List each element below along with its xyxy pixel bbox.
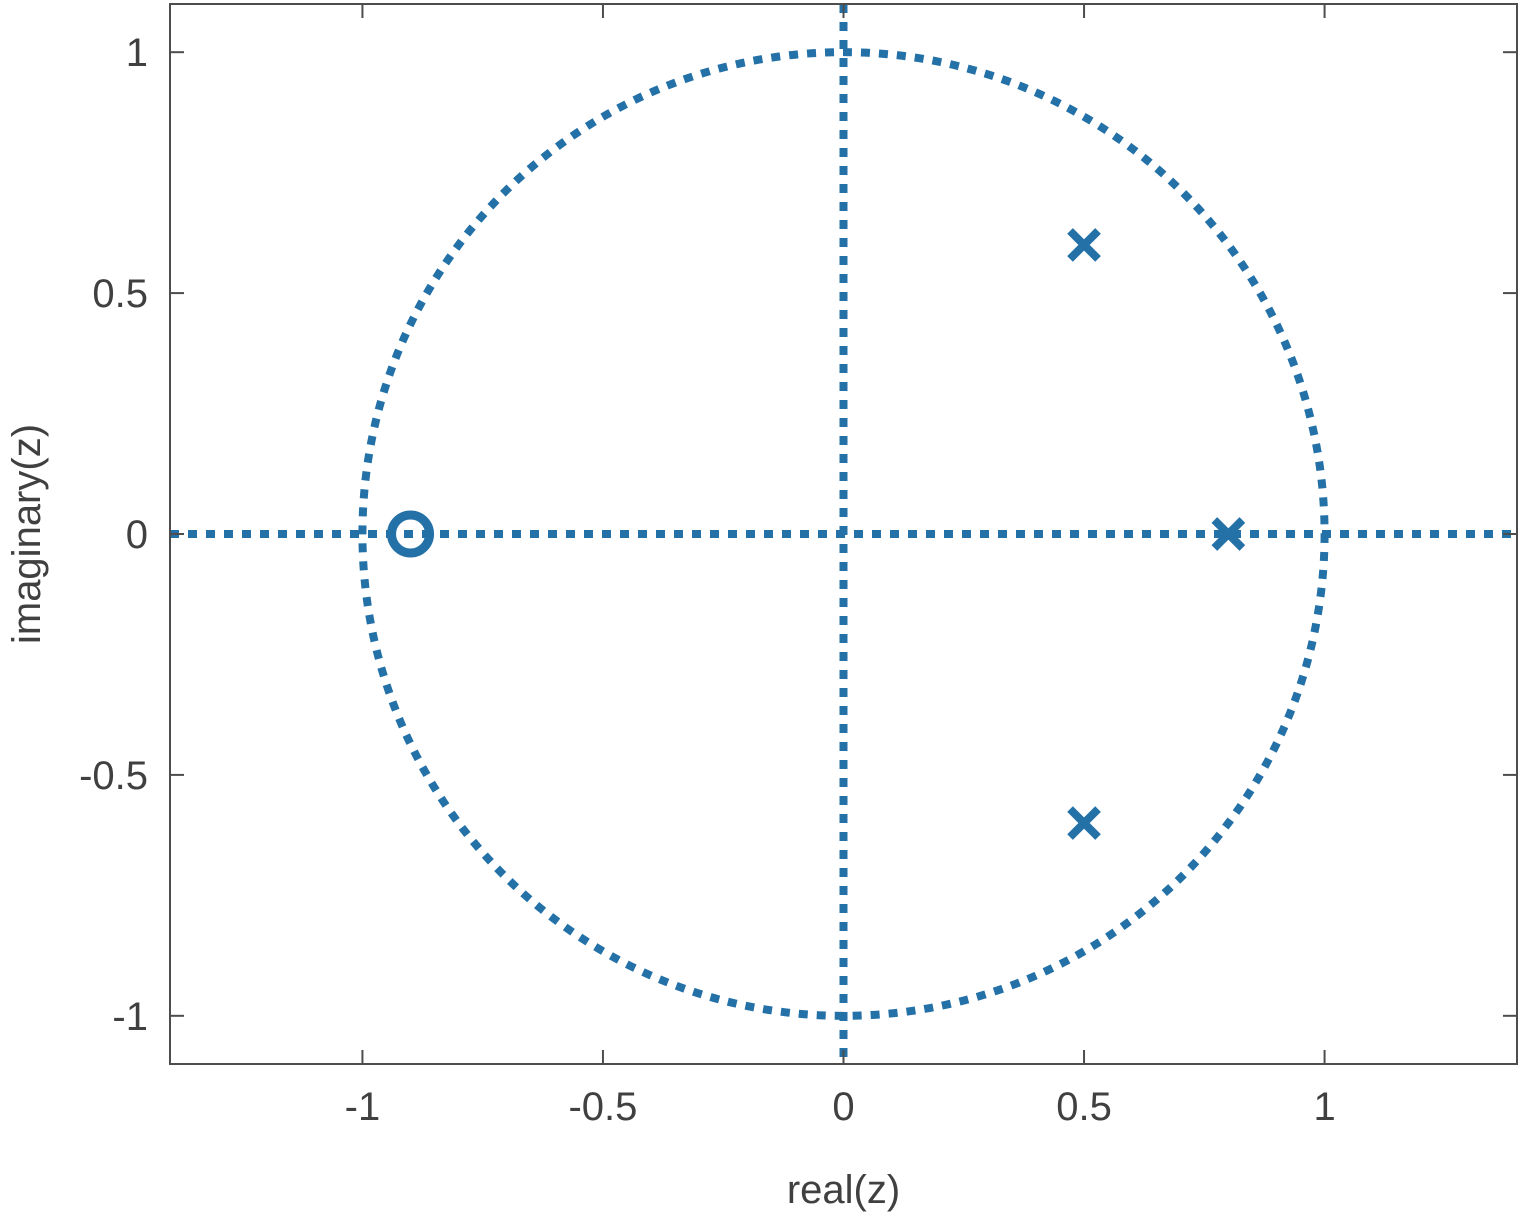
y-tick-label: 0.5 xyxy=(92,272,148,316)
x-tick-label: 0.5 xyxy=(1056,1085,1112,1129)
x-tick-label: -0.5 xyxy=(568,1085,637,1129)
axis-ticks: -1 -0.5 0 0.5 1 -1 -0.5 0 0.5 1 xyxy=(79,4,1517,1129)
pole-marker-2 xyxy=(1211,517,1246,551)
pole-marker-1 xyxy=(1067,228,1101,262)
zero-marker-1 xyxy=(387,510,435,558)
x-axis-label: real(z) xyxy=(787,1168,900,1212)
x-tick-label: 1 xyxy=(1313,1085,1335,1129)
x-tick-label: -1 xyxy=(345,1085,381,1129)
y-tick-label: -1 xyxy=(112,995,148,1039)
pole-marker-3 xyxy=(1067,806,1101,840)
y-tick-label: -0.5 xyxy=(79,754,148,798)
y-axis-label: imaginary(z) xyxy=(5,424,49,644)
x-tick-label: 0 xyxy=(832,1085,854,1129)
plot-area xyxy=(170,4,1517,1064)
y-tick-label: 1 xyxy=(126,31,148,75)
y-tick-label: 0 xyxy=(126,513,148,557)
unit-circle xyxy=(358,48,1329,1020)
